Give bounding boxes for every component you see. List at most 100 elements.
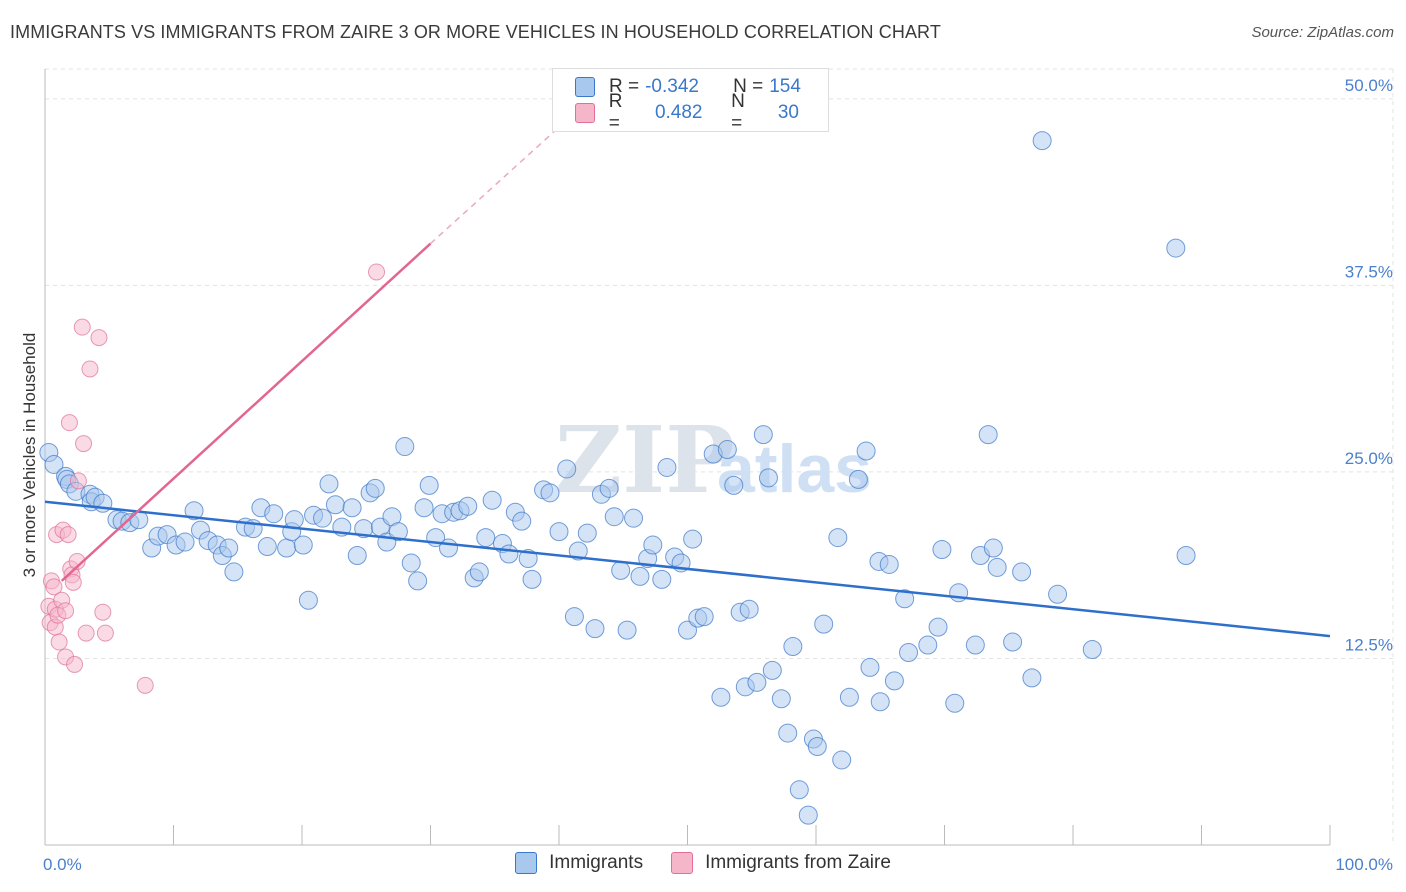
point-immigrants xyxy=(414,498,434,518)
point-zaire xyxy=(94,603,112,621)
point-immigrants xyxy=(848,469,868,489)
data-points xyxy=(39,131,1196,825)
point-immigrants xyxy=(630,566,650,586)
point-immigrants xyxy=(814,614,834,634)
point-immigrants xyxy=(778,723,798,743)
chart-title: IMMIGRANTS VS IMMIGRANTS FROM ZAIRE 3 OR… xyxy=(10,22,941,42)
point-immigrants xyxy=(617,620,637,640)
point-zaire xyxy=(68,552,86,570)
point-zaire xyxy=(57,602,75,620)
legend-item-immigrants: Immigrants xyxy=(515,852,643,874)
point-immigrants xyxy=(1003,632,1023,652)
point-immigrants xyxy=(895,589,915,609)
point-zaire xyxy=(45,578,63,596)
y-tick-label: 12.5% xyxy=(1345,635,1393,654)
point-immigrants xyxy=(1012,562,1032,582)
point-immigrants xyxy=(549,522,569,542)
point-immigrants xyxy=(313,508,333,528)
point-zaire xyxy=(90,329,108,347)
point-immigrants xyxy=(724,475,744,495)
point-immigrants xyxy=(884,671,904,691)
legend-r-value: 0.482 xyxy=(654,102,703,123)
y-tick-label: 50.0% xyxy=(1345,76,1393,95)
point-immigrants xyxy=(388,522,408,542)
trend-line-immigrants xyxy=(44,500,1331,638)
point-immigrants xyxy=(789,780,809,800)
point-immigrants xyxy=(224,562,244,582)
point-immigrants xyxy=(798,805,818,825)
x-tick-label: 100.0% xyxy=(1335,855,1393,874)
point-immigrants xyxy=(342,498,362,518)
point-immigrants xyxy=(643,535,663,555)
point-immigrants xyxy=(807,737,827,757)
point-immigrants xyxy=(175,532,195,552)
point-immigrants xyxy=(879,554,899,574)
trend-line-zaire-extension xyxy=(429,126,560,245)
legend-row-immigrants: R = -0.342 N = 154 xyxy=(575,74,819,100)
point-immigrants xyxy=(557,459,577,479)
point-immigrants xyxy=(771,689,791,709)
point-immigrants xyxy=(783,637,803,657)
point-immigrants xyxy=(469,562,489,582)
point-immigrants xyxy=(694,607,714,627)
point-immigrants xyxy=(419,475,439,495)
point-immigrants xyxy=(325,495,345,515)
point-immigrants xyxy=(438,538,458,558)
point-zaire xyxy=(81,360,99,378)
point-immigrants xyxy=(604,507,624,527)
legend-row-zaire: R = 0.482 N = 30 xyxy=(575,91,828,134)
point-immigrants xyxy=(839,687,859,707)
point-immigrants xyxy=(987,557,1007,577)
point-immigrants xyxy=(401,553,421,573)
point-immigrants xyxy=(753,425,773,445)
point-immigrants xyxy=(856,441,876,461)
legend-swatch-blue xyxy=(515,852,538,874)
point-immigrants xyxy=(365,478,385,498)
point-immigrants xyxy=(739,599,759,619)
legend-r-label: R = xyxy=(609,76,640,97)
point-immigrants xyxy=(564,607,584,627)
point-immigrants xyxy=(978,425,998,445)
point-zaire xyxy=(60,414,78,432)
point-immigrants xyxy=(264,504,284,524)
point-immigrants xyxy=(1166,238,1186,258)
point-zaire xyxy=(75,435,93,453)
point-zaire xyxy=(59,526,77,544)
point-immigrants xyxy=(512,511,532,531)
point-immigrants xyxy=(408,571,428,591)
point-immigrants xyxy=(683,529,703,549)
watermark-atlas: atlas xyxy=(717,431,872,507)
point-immigrants xyxy=(918,635,938,655)
point-immigrants xyxy=(499,544,519,564)
series-legend: Immigrants Immigrants from Zaire xyxy=(0,852,1406,874)
point-zaire xyxy=(136,676,154,694)
point-immigrants xyxy=(928,617,948,637)
point-immigrants xyxy=(184,501,204,521)
point-immigrants xyxy=(522,569,542,589)
point-zaire xyxy=(368,263,386,281)
point-immigrants xyxy=(395,437,415,457)
point-immigrants xyxy=(611,560,631,580)
legend-n-value: 154 xyxy=(769,76,801,97)
point-immigrants xyxy=(1176,545,1196,565)
point-immigrants xyxy=(717,440,737,460)
point-immigrants xyxy=(828,528,848,548)
point-immigrants xyxy=(860,657,880,677)
point-zaire xyxy=(73,318,91,336)
point-zaire xyxy=(50,633,68,651)
point-immigrants xyxy=(568,541,588,561)
legend-n-value: 30 xyxy=(777,102,799,123)
point-immigrants xyxy=(832,750,852,770)
point-immigrants xyxy=(585,619,605,639)
point-immigrants xyxy=(577,523,597,543)
point-immigrants xyxy=(932,540,952,560)
legend-swatch-pink xyxy=(671,852,694,874)
point-immigrants xyxy=(1082,640,1102,660)
legend-swatch-blue xyxy=(575,77,595,97)
point-immigrants xyxy=(1048,584,1068,604)
point-immigrants xyxy=(482,490,502,510)
point-immigrants xyxy=(1032,131,1052,151)
correlation-legend: R = -0.342 N = 154 R = 0.482 N = 30 xyxy=(552,68,829,134)
